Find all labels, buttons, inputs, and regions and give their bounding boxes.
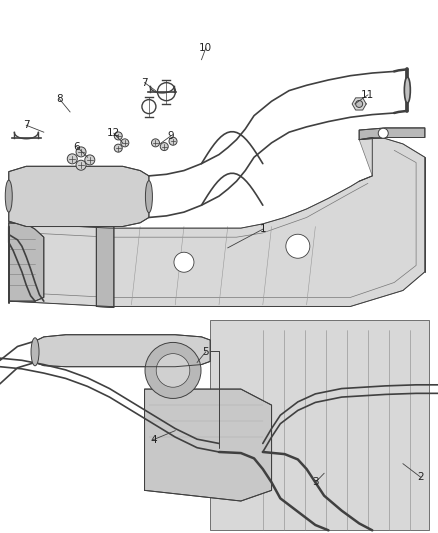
Ellipse shape bbox=[31, 338, 39, 366]
Circle shape bbox=[145, 342, 201, 399]
Text: 4: 4 bbox=[150, 435, 157, 445]
Polygon shape bbox=[96, 223, 114, 308]
Text: 6: 6 bbox=[73, 142, 80, 151]
Text: 7: 7 bbox=[141, 78, 148, 87]
Circle shape bbox=[174, 252, 194, 272]
Circle shape bbox=[121, 139, 129, 147]
Circle shape bbox=[114, 144, 122, 152]
Polygon shape bbox=[359, 128, 425, 140]
Text: 12: 12 bbox=[107, 128, 120, 138]
Polygon shape bbox=[35, 335, 210, 367]
Circle shape bbox=[85, 155, 95, 165]
Text: 3: 3 bbox=[312, 478, 319, 487]
Text: 11: 11 bbox=[361, 90, 374, 100]
Text: 1: 1 bbox=[259, 224, 266, 234]
Circle shape bbox=[67, 154, 77, 164]
Circle shape bbox=[378, 128, 388, 138]
Circle shape bbox=[152, 139, 159, 147]
Circle shape bbox=[160, 142, 168, 151]
Polygon shape bbox=[9, 166, 149, 227]
Ellipse shape bbox=[145, 181, 152, 213]
Circle shape bbox=[76, 147, 86, 157]
Circle shape bbox=[286, 234, 310, 259]
Ellipse shape bbox=[404, 77, 410, 103]
Polygon shape bbox=[9, 138, 425, 306]
Text: 2: 2 bbox=[417, 472, 424, 482]
Text: 9: 9 bbox=[167, 131, 174, 141]
Text: 10: 10 bbox=[199, 43, 212, 53]
Polygon shape bbox=[9, 223, 44, 301]
Text: 5: 5 bbox=[202, 347, 209, 357]
Polygon shape bbox=[145, 389, 272, 501]
Polygon shape bbox=[210, 320, 429, 530]
Text: 8: 8 bbox=[56, 94, 63, 103]
Polygon shape bbox=[352, 98, 366, 110]
Circle shape bbox=[156, 353, 190, 387]
Circle shape bbox=[169, 137, 177, 146]
Circle shape bbox=[114, 132, 122, 140]
Circle shape bbox=[76, 160, 86, 170]
Circle shape bbox=[356, 100, 363, 108]
Ellipse shape bbox=[5, 180, 12, 212]
Text: 7: 7 bbox=[23, 120, 30, 130]
